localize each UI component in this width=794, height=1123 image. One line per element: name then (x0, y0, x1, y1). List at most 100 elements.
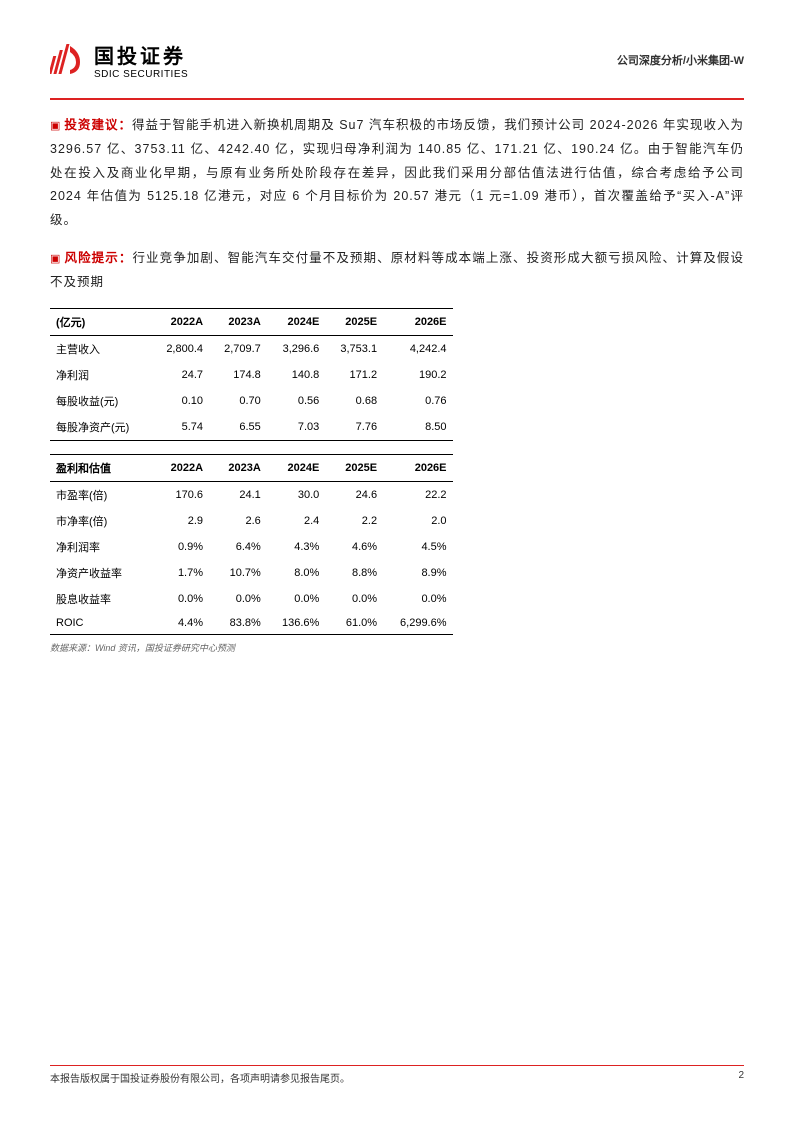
header-subtitle: 公司深度分析/小米集团-W (617, 52, 744, 68)
table-row: 股息收益率0.0%0.0%0.0%0.0%0.0% (50, 586, 453, 612)
row-label: 市净率(倍) (50, 508, 151, 534)
col-header: 2026E (383, 309, 452, 336)
table-header-label: (亿元) (50, 309, 151, 336)
cell-value: 4.4% (151, 612, 209, 635)
row-label: 净利润率 (50, 534, 151, 560)
col-header: 2025E (325, 455, 383, 482)
cell-value: 24.1 (209, 482, 267, 509)
financials-table: (亿元) 2022A 2023A 2024E 2025E 2026E 主营收入2… (50, 308, 453, 635)
cell-value: 6.4% (209, 534, 267, 560)
cell-value: 0.0% (209, 586, 267, 612)
page-number: 2 (738, 1070, 744, 1085)
section-title: 投资建议： (64, 118, 132, 132)
cell-value: 190.2 (383, 362, 452, 388)
footer-copyright: 本报告版权属于国投证券股份有限公司，各项声明请参见报告尾页。 (50, 1070, 350, 1085)
table-row: 净资产收益率1.7%10.7%8.0%8.8%8.9% (50, 560, 453, 586)
cell-value: 5.74 (151, 414, 209, 441)
cell-value: 6,299.6% (383, 612, 452, 635)
cell-value: 8.8% (325, 560, 383, 586)
cell-value: 2.2 (325, 508, 383, 534)
cell-value: 2,709.7 (209, 336, 267, 363)
table-row: 主营收入2,800.42,709.73,296.63,753.14,242.4 (50, 336, 453, 363)
cell-value: 24.7 (151, 362, 209, 388)
table-row: 市净率(倍)2.92.62.42.22.0 (50, 508, 453, 534)
cell-value: 22.2 (383, 482, 452, 509)
cell-value: 4.3% (267, 534, 326, 560)
cell-value: 4,242.4 (383, 336, 452, 363)
cell-value: 4.5% (383, 534, 452, 560)
cell-value: 2.0 (383, 508, 452, 534)
logo-text-cn: 国投证券 (94, 40, 188, 69)
cell-value: 170.6 (151, 482, 209, 509)
cell-value: 2.9 (151, 508, 209, 534)
footer-divider (50, 1065, 744, 1067)
table-header-row: 盈利和估值 2022A 2023A 2024E 2025E 2026E (50, 455, 453, 482)
row-label: 市盈率(倍) (50, 482, 151, 509)
cell-value: 0.0% (383, 586, 452, 612)
table-row: 净利润率0.9%6.4%4.3%4.6%4.5% (50, 534, 453, 560)
col-header: 2023A (209, 455, 267, 482)
cell-value: 2,800.4 (151, 336, 209, 363)
row-label: 主营收入 (50, 336, 151, 363)
cell-value: 1.7% (151, 560, 209, 586)
cell-value: 2.6 (209, 508, 267, 534)
table-row: ROIC4.4%83.8%136.6%61.0%6,299.6% (50, 612, 453, 635)
cell-value: 30.0 (267, 482, 326, 509)
cell-value: 61.0% (325, 612, 383, 635)
cell-value: 171.2 (325, 362, 383, 388)
cell-value: 0.0% (151, 586, 209, 612)
cell-value: 3,296.6 (267, 336, 326, 363)
table-row: 每股收益(元)0.100.700.560.680.76 (50, 388, 453, 414)
cell-value: 174.8 (209, 362, 267, 388)
col-header: 2023A (209, 309, 267, 336)
cell-value: 83.8% (209, 612, 267, 635)
table-header-label: 盈利和估值 (50, 455, 151, 482)
cell-value: 0.76 (383, 388, 452, 414)
cell-value: 0.0% (325, 586, 383, 612)
logo-text-en: SDIC SECURITIES (94, 69, 188, 80)
table-header-row: (亿元) 2022A 2023A 2024E 2025E 2026E (50, 309, 453, 336)
row-label: 股息收益率 (50, 586, 151, 612)
section-risk: ▣风险提示：行业竞争加剧、智能汽车交付量不及预期、原材料等成本端上涨、投资形成大… (50, 247, 744, 295)
cell-value: 0.68 (325, 388, 383, 414)
bullet-icon: ▣ (50, 253, 61, 265)
row-label: 每股净资产(元) (50, 414, 151, 441)
cell-value: 8.50 (383, 414, 452, 441)
section-title: 风险提示： (64, 251, 132, 265)
row-label: ROIC (50, 612, 151, 635)
row-label: 每股收益(元) (50, 388, 151, 414)
section-investment: ▣投资建议：得益于智能手机进入新换机周期及 Su7 汽车积极的市场反馈，我们预计… (50, 114, 744, 233)
row-label: 净利润 (50, 362, 151, 388)
cell-value: 8.0% (267, 560, 326, 586)
cell-value: 7.76 (325, 414, 383, 441)
col-header: 2024E (267, 455, 326, 482)
cell-value: 10.7% (209, 560, 267, 586)
cell-value: 136.6% (267, 612, 326, 635)
section-body-text: 得益于智能手机进入新换机周期及 Su7 汽车积极的市场反馈，我们预计公司 202… (50, 118, 744, 227)
col-header: 2022A (151, 455, 209, 482)
cell-value: 6.55 (209, 414, 267, 441)
table-row: 净利润24.7174.8140.8171.2190.2 (50, 362, 453, 388)
cell-value: 0.0% (267, 586, 326, 612)
logo: 国投证券 SDIC SECURITIES (50, 40, 188, 80)
cell-value: 0.10 (151, 388, 209, 414)
cell-value: 0.56 (267, 388, 326, 414)
cell-value: 3,753.1 (325, 336, 383, 363)
table-row: 市盈率(倍)170.624.130.024.622.2 (50, 482, 453, 509)
cell-value: 8.9% (383, 560, 452, 586)
page-header: 国投证券 SDIC SECURITIES 公司深度分析/小米集团-W (50, 40, 744, 80)
col-header: 2025E (325, 309, 383, 336)
logo-icon (50, 42, 86, 78)
bullet-icon: ▣ (50, 120, 61, 132)
cell-value: 4.6% (325, 534, 383, 560)
table-row: 每股净资产(元)5.746.557.037.768.50 (50, 414, 453, 441)
cell-value: 0.70 (209, 388, 267, 414)
section-body-text: 行业竞争加剧、智能汽车交付量不及预期、原材料等成本端上涨、投资形成大额亏损风险、… (50, 251, 744, 289)
col-header: 2024E (267, 309, 326, 336)
row-label: 净资产收益率 (50, 560, 151, 586)
cell-value: 2.4 (267, 508, 326, 534)
data-source: 数据来源：Wind 资讯，国投证券研究中心预测 (50, 641, 744, 654)
col-header: 2026E (383, 455, 452, 482)
cell-value: 7.03 (267, 414, 326, 441)
cell-value: 140.8 (267, 362, 326, 388)
